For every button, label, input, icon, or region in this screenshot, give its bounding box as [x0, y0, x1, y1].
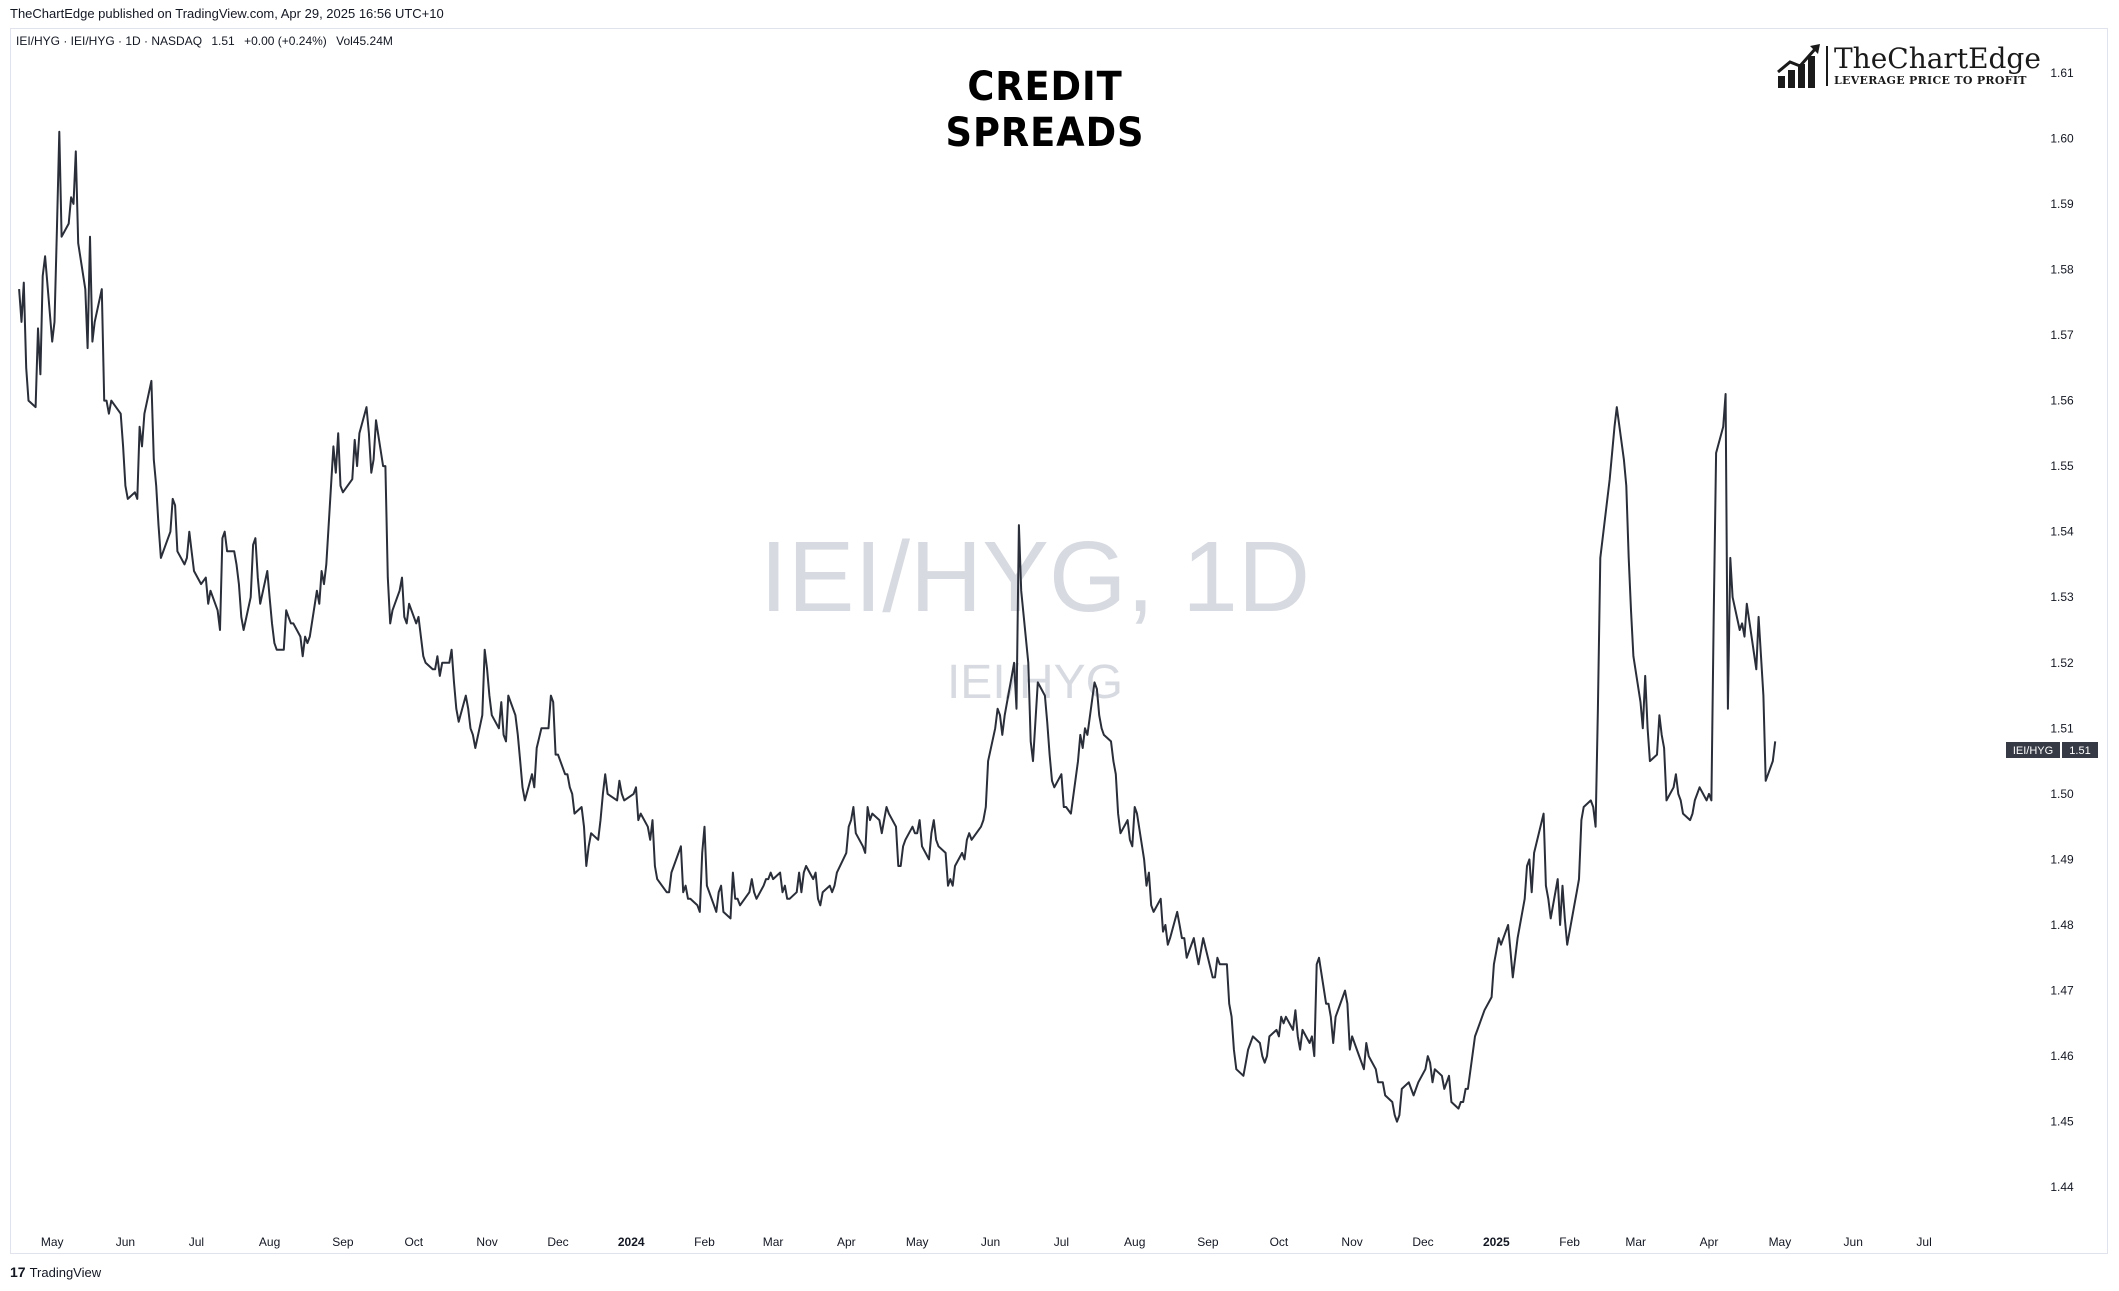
x-tick-label: May: [906, 1235, 929, 1249]
y-tick-label: 1.49: [2050, 852, 2074, 866]
symbol-legend: IEI/HYG · IEI/HYG · 1D · NASDAQ 1.51 +0.…: [16, 34, 399, 48]
x-tick-label: Aug: [259, 1235, 280, 1249]
y-tick-label: 1.55: [2050, 459, 2074, 473]
x-tick-label: Jun: [981, 1235, 1000, 1249]
y-tick-label: 1.51: [2050, 721, 2074, 735]
logo-tagline: LEVERAGE PRICE TO PROFIT: [1834, 74, 2027, 87]
x-tick-label: Mar: [1625, 1235, 1646, 1249]
x-tick-label: Dec: [1412, 1235, 1433, 1249]
published-by-text: TheChartEdge published on TradingView.co…: [10, 6, 444, 21]
y-tick-label: 1.44: [2050, 1180, 2074, 1194]
tradingview-footer[interactable]: 17 TradingView: [10, 1264, 101, 1280]
x-tick-label: Feb: [1559, 1235, 1580, 1249]
x-tick-label: 2025: [1483, 1235, 1510, 1249]
y-tick-label: 1.53: [2050, 590, 2074, 604]
x-tick-label: Apr: [1700, 1235, 1719, 1249]
time-axis[interactable]: May Jun Jul Aug Sep Oct Nov Dec 2024 Feb Mar Apr May…: [41, 1235, 1932, 1249]
x-tick-label: Jul: [189, 1235, 204, 1249]
x-tick-label: Jun: [1844, 1235, 1863, 1249]
y-tick-label: 1.59: [2050, 197, 2074, 211]
x-tick-label: Jun: [116, 1235, 135, 1249]
legend-change: +0.00 (+0.24%): [244, 34, 327, 48]
x-tick-label: Feb: [694, 1235, 715, 1249]
logo-divider: [1826, 46, 1828, 86]
price-label-symbol-bg: [2006, 742, 2060, 758]
series-line-iei-hyg: [18, 130, 1777, 1123]
x-tick-label: Sep: [332, 1235, 354, 1249]
y-tick-label: 1.57: [2050, 328, 2074, 342]
y-tick-label: 1.46: [2050, 1049, 2074, 1063]
x-tick-label: Dec: [547, 1235, 568, 1249]
legend-last: 1.51: [211, 34, 235, 48]
bar-chart-arrow-icon: [1777, 44, 1820, 88]
chart-title: CREDIT SPREADS: [945, 64, 1145, 156]
last-price-label: IEI/HYG 1.51: [2006, 742, 2098, 758]
tradingview-logo-icon: 17: [10, 1264, 26, 1280]
y-tick-label: 1.47: [2050, 984, 2074, 998]
price-label-value: 1.51: [2069, 745, 2090, 757]
price-label-symbol: IEI/HYG: [2013, 745, 2053, 757]
x-tick-label: Mar: [763, 1235, 784, 1249]
x-tick-label: Apr: [837, 1235, 856, 1249]
x-tick-label: Jul: [1916, 1235, 1931, 1249]
x-tick-label: Oct: [1270, 1235, 1289, 1249]
price-label-value-bg: [2062, 742, 2098, 758]
logo-name: TheChartEdge: [1834, 42, 2041, 75]
y-tick-label: 1.54: [2050, 525, 2074, 539]
x-tick-label: 2024: [618, 1235, 645, 1249]
x-tick-label: Oct: [404, 1235, 423, 1249]
y-tick-label: 1.52: [2050, 656, 2074, 670]
brand-logo: TheChartEdge LEVERAGE PRICE TO PROFIT: [1776, 42, 2041, 92]
chart-frame: [10, 28, 2108, 1254]
y-tick-label: 1.50: [2050, 787, 2074, 801]
y-tick-label: 1.45: [2050, 1115, 2074, 1129]
x-tick-label: Jul: [1054, 1235, 1069, 1249]
x-tick-label: May: [41, 1235, 64, 1249]
x-tick-label: May: [1769, 1235, 1792, 1249]
y-tick-label: 1.48: [2050, 918, 2074, 932]
y-tick-label: 1.58: [2050, 262, 2074, 276]
legend-symbol[interactable]: IEI/HYG · IEI/HYG · 1D · NASDAQ: [16, 34, 203, 48]
x-tick-label: Aug: [1124, 1235, 1145, 1249]
y-tick-label: 1.61: [2050, 66, 2074, 80]
symbol-watermark: IEI/HYG, 1D: [759, 521, 1311, 633]
x-tick-label: Sep: [1197, 1235, 1219, 1249]
y-tick-label: 1.56: [2050, 394, 2074, 408]
tradingview-brand: TradingView: [29, 1265, 102, 1280]
x-tick-label: Nov: [1341, 1235, 1362, 1249]
x-tick-label: Nov: [476, 1235, 497, 1249]
legend-volume: Vol45.24M: [336, 34, 393, 48]
y-tick-label: 1.60: [2050, 131, 2074, 145]
price-axis[interactable]: 1.61 1.60 1.59 1.58 1.57 1.56 1.55 1.54 1.53 1.52…: [2050, 66, 2074, 1194]
